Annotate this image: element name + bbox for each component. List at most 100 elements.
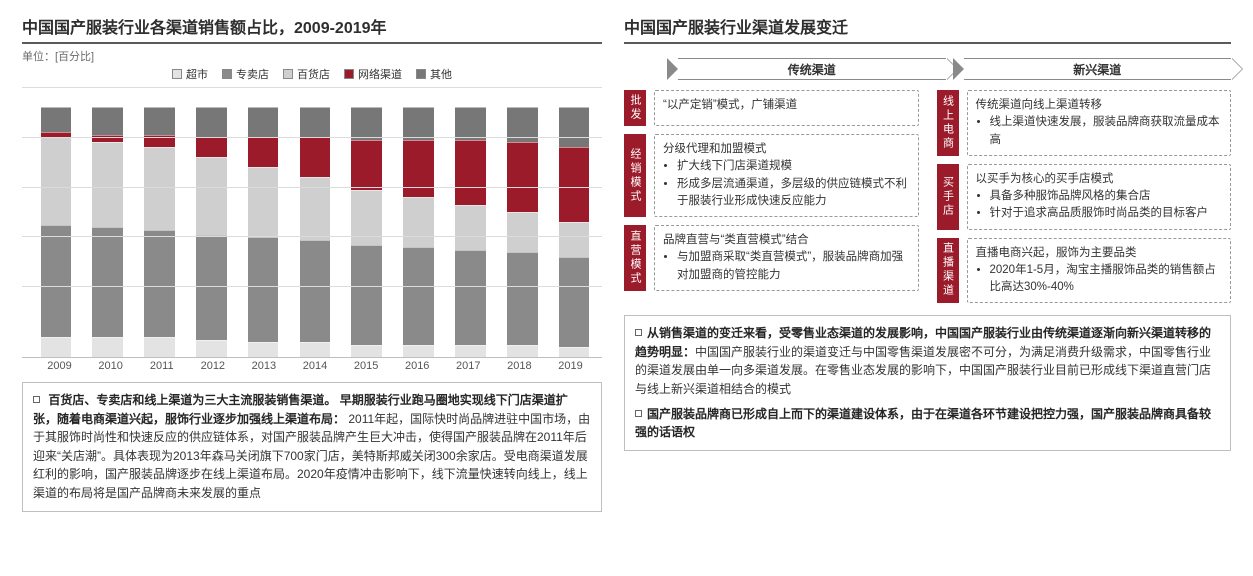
box-body: “以产定销”模式，广铺渠道 [654, 90, 919, 126]
bar-segment [507, 142, 538, 212]
bar-segment [300, 107, 331, 137]
bar-segment [92, 107, 123, 135]
box-body: 分级代理和加盟模式扩大线下门店渠道规模形成多层流通渠道，多层级的供应链模式不利于… [654, 134, 919, 217]
x-label: 2018 [507, 360, 531, 372]
x-label: 2016 [405, 360, 429, 372]
bar-column [552, 107, 596, 357]
bar-segment [559, 347, 590, 357]
bar-column [241, 107, 285, 357]
x-label: 2010 [98, 360, 122, 372]
bar-segment [144, 230, 175, 338]
bar-segment [351, 245, 382, 345]
x-label: 2013 [252, 360, 276, 372]
legend-item: 百货店 [283, 66, 330, 82]
right-panel: 中国国产服装行业渠道发展变迁 传统渠道 新兴渠道 批发“以产定销”模式，广铺渠道… [624, 14, 1231, 562]
bar-column [138, 107, 182, 357]
bar-segment [144, 147, 175, 230]
bar-segment [41, 337, 72, 357]
bar-segment [196, 235, 227, 340]
bar-segment [507, 345, 538, 358]
bar-segment [41, 137, 72, 225]
bar-segment [351, 345, 382, 358]
bar-segment [92, 135, 123, 143]
legend-label: 专卖店 [236, 66, 269, 82]
bar-segment [559, 107, 590, 147]
bullet-bold: 国产服装品牌商已形成自上而下的渠道建设体系，由于在渠道各环节建设把控力强，国产服… [635, 407, 1211, 440]
box-tag: 线上电商 [937, 90, 959, 156]
legend-swatch [344, 69, 354, 79]
legend-swatch [416, 69, 426, 79]
legend-swatch [222, 69, 232, 79]
bar-segment [455, 250, 486, 345]
bar-segment [455, 107, 486, 140]
bar-segment [300, 240, 331, 343]
stacked-bar [196, 107, 227, 357]
stacked-bar [300, 107, 331, 357]
stacked-bar [144, 107, 175, 357]
bar-column [397, 107, 441, 357]
bar-segment [196, 157, 227, 235]
box-row: 直营模式品牌直营与“类直营模式”结合与加盟商采取“类直营模式”，服装品牌商加强对… [624, 225, 919, 291]
right-title: 中国国产服装行业渠道发展变迁 [624, 14, 1231, 44]
chart-unit: 单位：[百分比] [22, 48, 602, 64]
box-tag: 经销模式 [624, 134, 646, 217]
box-tag: 买手店 [937, 164, 959, 230]
bar-segment [196, 137, 227, 157]
box-body: 传统渠道向线上渠道转移线上渠道快速发展，服装品牌商获取流量成本高 [967, 90, 1232, 156]
box-row: 买手店以买手为核心的买手店模式具备多种服饰品牌风格的集合店针对于追求高品质服饰时… [937, 164, 1232, 230]
bar-segment [41, 107, 72, 132]
legend-item: 超市 [172, 66, 208, 82]
bullet-square-icon [635, 410, 642, 417]
bullet-square-icon [33, 396, 40, 403]
stacked-bar [559, 107, 590, 357]
bar-segment [300, 177, 331, 240]
bar-segment [403, 107, 434, 140]
box-row: 直播渠道直播电商兴起，服饰为主要品类2020年1-5月，淘宝主播服饰品类的销售额… [937, 238, 1232, 304]
bar-segment [403, 247, 434, 345]
bullet-square-icon [635, 329, 642, 336]
stacked-bar [455, 107, 486, 357]
bar-segment [248, 137, 279, 167]
bar-segment [248, 167, 279, 237]
stacked-bar [351, 107, 382, 357]
left-bullets: 百货店、专卖店和线上渠道为三大主流服装销售渠道。 早期服装行业跑马圈地实现线下门… [22, 382, 602, 512]
bullet-item: 百货店、专卖店和线上渠道为三大主流服装销售渠道。 早期服装行业跑马圈地实现线下门… [33, 391, 591, 503]
bar-segment [403, 140, 434, 198]
bar-segment [92, 142, 123, 227]
bar-segment [248, 237, 279, 342]
bar-segment [455, 140, 486, 205]
legend-label: 百货店 [297, 66, 330, 82]
x-label: 2014 [303, 360, 327, 372]
bar-segment [248, 107, 279, 137]
bar-column [500, 107, 544, 357]
x-label: 2009 [47, 360, 71, 372]
boxes-col-emerging: 线上电商传统渠道向线上渠道转移线上渠道快速发展，服装品牌商获取流量成本高买手店以… [937, 90, 1232, 303]
box-body: 品牌直营与“类直营模式”结合与加盟商采取“类直营模式”，服装品牌商加强对加盟商的… [654, 225, 919, 291]
bar-segment [41, 225, 72, 338]
box-tag: 直营模式 [624, 225, 646, 291]
bar-segment [144, 107, 175, 135]
bar-segment [559, 222, 590, 257]
chart-x-axis: 2009201020112012201320142015201620172018… [22, 358, 602, 372]
bar-segment [559, 257, 590, 347]
bullet-item: 国产服装品牌商已形成自上而下的渠道建设体系，由于在渠道各环节建设把控力强，国产服… [635, 405, 1220, 442]
bar-segment [455, 205, 486, 250]
chevron-emerging: 新兴渠道 [964, 58, 1232, 80]
box-row: 经销模式分级代理和加盟模式扩大线下门店渠道规模形成多层流通渠道，多层级的供应链模… [624, 134, 919, 217]
legend-label: 其他 [430, 66, 452, 82]
chevron-traditional: 传统渠道 [678, 58, 946, 80]
bar-segment [248, 342, 279, 357]
bar-column [189, 107, 233, 357]
legend-item: 专卖店 [222, 66, 269, 82]
right-bullets: 从销售渠道的变迁来看，受零售业态渠道的发展影响，中国国产服装行业由传统渠道逐渐向… [624, 315, 1231, 451]
legend-item: 其他 [416, 66, 452, 82]
legend-label: 网络渠道 [358, 66, 402, 82]
bar-column [293, 107, 337, 357]
bar-segment [144, 135, 175, 148]
box-tag: 批发 [624, 90, 646, 126]
stacked-bar [507, 107, 538, 357]
chart-legend: 超市 专卖店 百货店 网络渠道 其他 [22, 66, 602, 82]
boxes-col-traditional: 批发“以产定销”模式，广铺渠道经销模式分级代理和加盟模式扩大线下门店渠道规模形成… [624, 90, 919, 303]
bullet-rest: 中国国产服装行业的渠道变迁与中国零售渠道发展密不可分，为满足消费升级需求，中国零… [635, 345, 1211, 396]
bar-column [345, 107, 389, 357]
